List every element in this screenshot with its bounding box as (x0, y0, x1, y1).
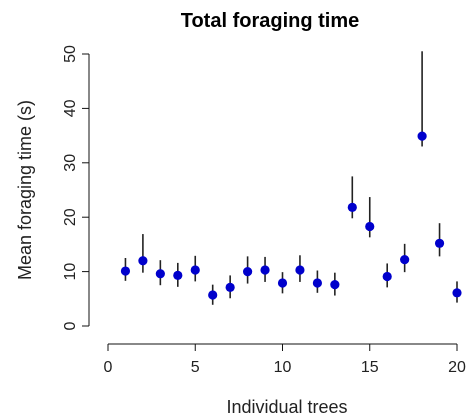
data-point (417, 131, 427, 141)
data-point (120, 266, 131, 276)
y-tick-label: 20 (62, 208, 79, 226)
x-tick-label: 15 (361, 359, 379, 376)
y-axis-ticks: 0 10 20 30 40 50 (62, 45, 89, 330)
data-point (365, 221, 375, 232)
data-point (277, 278, 288, 288)
data-point (243, 267, 253, 277)
x-tick-label: 10 (274, 359, 292, 376)
data-point (400, 255, 410, 265)
x-axis-ticks: 0 5 10 15 20 (104, 344, 466, 376)
chart-title: Total foraging time (181, 10, 360, 32)
data-point (208, 290, 218, 300)
data-points (120, 131, 462, 300)
data-point (190, 265, 200, 275)
data-point (173, 270, 183, 281)
y-tick-label: 0 (62, 321, 79, 330)
data-point (155, 269, 165, 279)
y-tick-label: 50 (62, 45, 79, 63)
y-tick-label: 30 (62, 154, 79, 172)
y-axis-label: Mean foraging time (s) (15, 100, 35, 280)
y-tick-label: 10 (62, 263, 79, 281)
data-point (312, 278, 322, 288)
y-tick-label: 40 (62, 99, 79, 117)
data-point (452, 288, 462, 298)
x-tick-label: 0 (104, 359, 113, 376)
data-point (330, 280, 340, 290)
data-point (382, 271, 392, 282)
data-point (434, 238, 445, 248)
data-point (138, 256, 148, 266)
data-point (295, 265, 305, 275)
data-point (347, 202, 357, 213)
x-tick-label: 20 (448, 359, 466, 376)
data-point (260, 265, 270, 275)
data-point (225, 282, 235, 292)
x-axis-label: Individual trees (226, 397, 347, 417)
error-bars (124, 51, 458, 305)
x-tick-label: 5 (191, 359, 200, 376)
